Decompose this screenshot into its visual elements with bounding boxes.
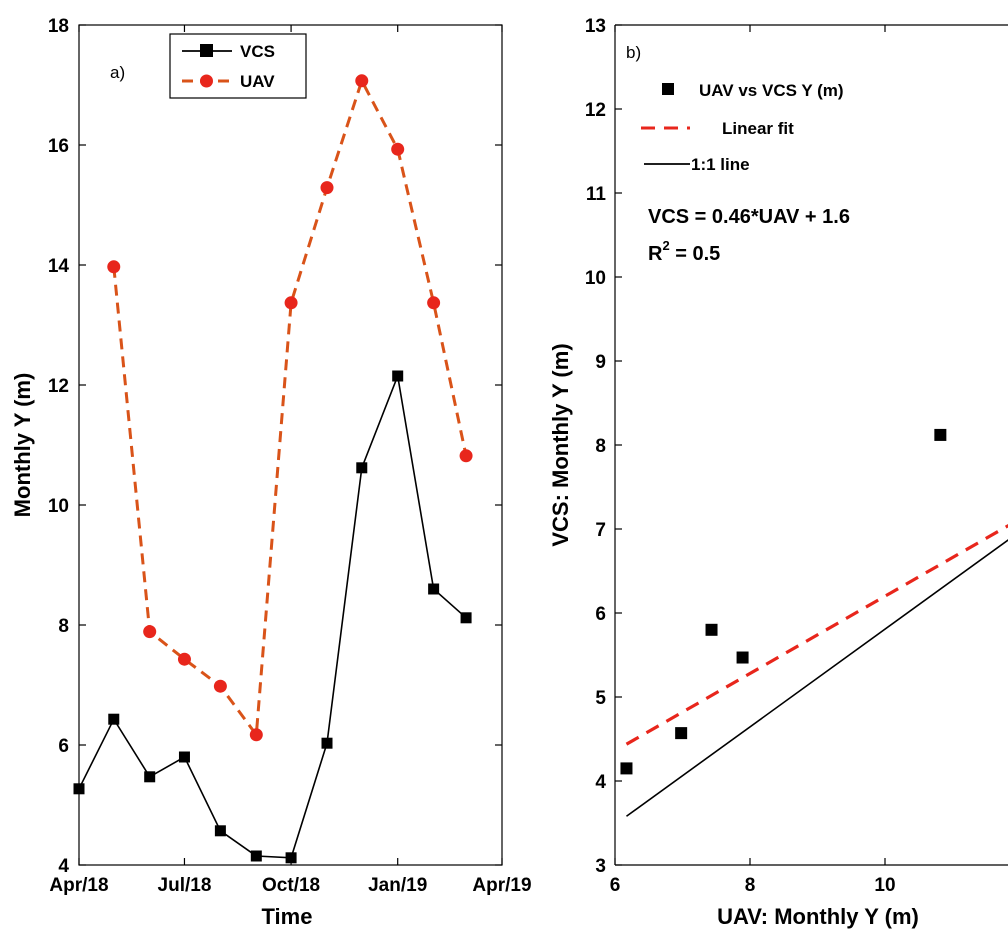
scatter-point <box>705 623 718 636</box>
panel-a-x-tick-label: Jul/18 <box>158 875 212 896</box>
panel-a-y-tick-label: 6 <box>58 736 69 757</box>
panel-b-x-tick-label: 6 <box>610 875 621 896</box>
vcs-point <box>144 771 156 783</box>
panel-a-y-tick-label: 8 <box>58 616 69 637</box>
vcs-point <box>356 462 368 474</box>
panel-a-y-axis-label: Monthly Y (m) <box>10 373 35 518</box>
panel-a-label: a) <box>110 63 125 82</box>
uav-series-line <box>112 76 468 739</box>
uav-point <box>249 728 263 742</box>
legend-points-label: UAV vs VCS Y (m) <box>699 81 844 100</box>
vcs-point <box>460 612 472 624</box>
scatter-point <box>620 762 633 775</box>
panel-b-y-tick-label: 8 <box>595 436 606 457</box>
panel-a-y-tick-label: 4 <box>58 856 69 877</box>
vcs-point <box>73 783 85 795</box>
panel-b-y-tick-label: 5 <box>595 688 606 709</box>
r-squared: R2 = 0.5 <box>648 238 720 265</box>
panel-a-x-tick-label: Oct/18 <box>262 875 320 896</box>
legend-uav-label: UAV <box>240 72 275 91</box>
panel-a-y-tick-label: 18 <box>48 16 69 37</box>
r-squared-sup: 2 <box>662 238 669 253</box>
vcs-point <box>321 737 333 749</box>
legend-vcs-label: VCS <box>240 42 275 61</box>
panel-b-y-tick-label: 13 <box>585 16 606 37</box>
legend-fit-label: Linear fit <box>722 119 794 138</box>
vcs-point <box>108 713 120 725</box>
panel-b-y-tick-label: 6 <box>595 604 606 625</box>
uav-point <box>284 296 298 310</box>
panel-b-x-tick-label: 8 <box>745 875 756 896</box>
panel-a-x-tick-label: Apr/18 <box>49 875 108 896</box>
legend-points-marker <box>662 83 674 95</box>
panel-b-y-tick-label: 10 <box>585 268 606 289</box>
vcs-point <box>285 852 297 864</box>
panel-a-axes-box <box>78 24 503 866</box>
panel-b-legend: UAV vs VCS Y (m) Linear fit 1:1 line <box>641 81 844 174</box>
uav-point <box>107 260 121 274</box>
legend-vcs-marker <box>200 44 213 57</box>
panel-b-label: b) <box>626 43 641 62</box>
panel-b-y-tick-label: 7 <box>595 520 606 541</box>
vcs-point <box>428 583 440 595</box>
panel-a-y-tick-label: 14 <box>48 256 70 277</box>
uav-point <box>391 142 405 156</box>
panel-a-x-axis-label: Time <box>262 904 313 929</box>
r-squared-value: = 0.5 <box>670 243 721 265</box>
panel-b-y-tick-label: 4 <box>595 772 606 793</box>
uav-point <box>355 74 369 88</box>
panel-b-y-tick-label: 9 <box>595 352 606 373</box>
uav-point <box>459 449 473 463</box>
panel-a-y-tick-label: 10 <box>48 496 69 517</box>
vcs-point <box>178 751 190 763</box>
panel-b-y-axis-label: VCS: Monthly Y (m) <box>548 343 573 546</box>
panel-b-y-tick-label: 12 <box>585 100 606 121</box>
panel-a-legend: VCS UAV <box>169 33 307 99</box>
panel-a-y-ticks: 4 6 8 10 12 14 16 18 <box>48 16 502 877</box>
panel-a-x-tick-label: Jan/19 <box>368 875 427 896</box>
scatter-point <box>934 428 947 441</box>
uav-point <box>143 625 157 639</box>
vcs-point <box>392 370 404 382</box>
linear-fit-line <box>625 523 1008 746</box>
fit-equation: VCS = 0.46*UAV + 1.6 <box>648 206 850 228</box>
vcs-series-line <box>78 373 467 859</box>
panel-b-points <box>620 428 947 775</box>
panel-b-y-ticks: 3 4 5 6 7 8 9 10 11 12 13 <box>585 16 622 877</box>
uav-point <box>177 652 191 666</box>
uav-point <box>427 296 441 310</box>
panel-b-x-tick-label: 10 <box>874 875 895 896</box>
scatter-point <box>736 651 749 664</box>
panel-a-y-tick-label: 16 <box>48 136 69 157</box>
uav-point <box>213 679 227 693</box>
legend-one-to-one-label: 1:1 line <box>691 155 750 174</box>
panel-a-x-ticks: Apr/18 Jul/18 Oct/18 Jan/19 Apr/19 <box>49 25 532 896</box>
uav-point <box>320 181 334 195</box>
panel-a-legend-box <box>169 33 307 99</box>
panel-a-x-tick-label: Apr/19 <box>472 875 531 896</box>
panel-b-lines <box>625 523 1008 817</box>
scatter-point <box>675 727 688 740</box>
vcs-point <box>250 850 262 862</box>
panel-a-y-tick-label: 12 <box>48 376 69 397</box>
panel-b-y-tick-label: 3 <box>595 856 606 877</box>
r-squared-prefix: R <box>648 243 663 265</box>
panel-b-y-tick-label: 11 <box>586 184 607 205</box>
legend-uav-marker <box>200 74 213 88</box>
one-to-one-line <box>626 539 1008 817</box>
vcs-point <box>214 825 226 837</box>
panel-a-series <box>73 74 473 864</box>
panel-b-x-axis-label: UAV: Monthly Y (m) <box>717 904 919 929</box>
